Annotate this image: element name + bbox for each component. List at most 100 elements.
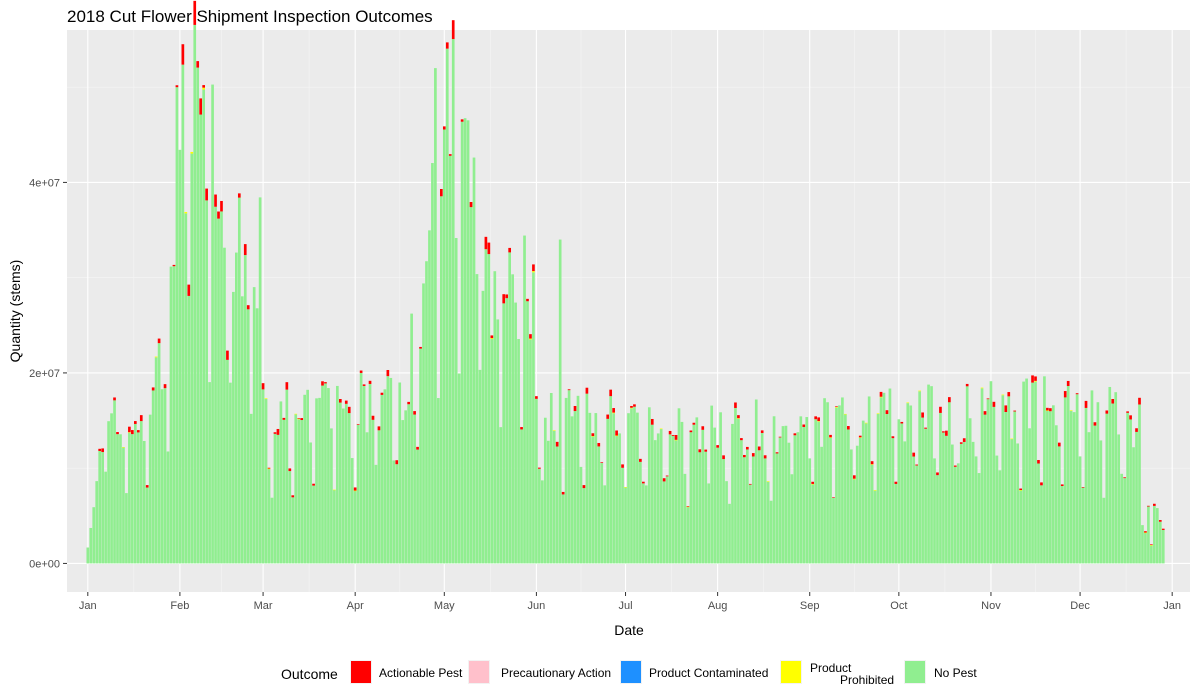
bar-segment-no-pest bbox=[858, 437, 862, 564]
x-tick-label: Sep bbox=[800, 600, 820, 612]
bar-segment-no-pest bbox=[671, 435, 675, 564]
bar-segment-no-pest bbox=[707, 483, 711, 564]
bar-segment-no-pest bbox=[873, 490, 877, 564]
legend-label-1: Precautionary Action bbox=[501, 666, 611, 680]
bar-segment-actionable-pest bbox=[962, 438, 966, 442]
bar-segment-actionable-pest bbox=[665, 475, 669, 477]
bar-segment-actionable-pest bbox=[924, 427, 927, 429]
bar-segment-no-pest bbox=[659, 429, 663, 564]
bar-segment-actionable-pest bbox=[814, 416, 818, 420]
x-tick-label: Jan bbox=[79, 600, 97, 612]
bar-segment-actionable-pest bbox=[172, 264, 176, 267]
bar-segment-product-prohibited bbox=[267, 468, 271, 470]
bar-segment-product-prohibited bbox=[552, 430, 556, 431]
bar-segment-actionable-pest bbox=[829, 434, 832, 438]
bar-segment-no-pest bbox=[95, 481, 99, 564]
bar-segment-no-pest bbox=[541, 480, 544, 564]
bar-segment-actionable-pest bbox=[175, 85, 179, 88]
bar-segment-product-prohibited bbox=[333, 489, 336, 491]
bar-segment-actionable-pest bbox=[1081, 487, 1085, 488]
bar-segment-no-pest bbox=[745, 449, 749, 564]
bar-segment-no-pest bbox=[1084, 407, 1088, 564]
bar-segment-no-pest bbox=[653, 440, 657, 564]
bar-segment-no-pest bbox=[769, 500, 773, 564]
bar-segment-no-pest bbox=[425, 261, 428, 564]
bar-segment-no-pest bbox=[879, 397, 883, 564]
bar-segment-no-pest bbox=[163, 388, 167, 564]
bar-segment-no-pest bbox=[820, 446, 823, 564]
bar-segment-no-pest bbox=[240, 296, 244, 564]
bar-segment-actionable-pest bbox=[1111, 398, 1115, 404]
bar-segment-no-pest bbox=[202, 89, 205, 564]
bar-segment-actionable-pest bbox=[662, 478, 666, 482]
bar-segment-no-pest bbox=[122, 447, 125, 564]
bar-segment-product-prohibited bbox=[686, 506, 690, 508]
legend-label-line: Product bbox=[810, 661, 852, 675]
bar-segment-actionable-pest bbox=[181, 44, 185, 65]
x-tick-label: Mar bbox=[254, 600, 273, 612]
bar-segment-actionable-pest bbox=[615, 430, 618, 436]
bar-segment-product-prohibited bbox=[1019, 490, 1022, 491]
bar-segment-actionable-pest bbox=[196, 61, 200, 68]
bar-segment-product-prohibited bbox=[1010, 438, 1014, 440]
bar-segment-no-pest bbox=[101, 452, 104, 564]
bar-segment-product-prohibited bbox=[817, 421, 820, 422]
bar-segment-no-pest bbox=[983, 414, 987, 564]
bar-segment-actionable-pest bbox=[1093, 422, 1097, 426]
bar-segment-actionable-pest bbox=[261, 383, 265, 390]
bar-segment-actionable-pest bbox=[671, 435, 675, 436]
bar-segment-no-pest bbox=[1117, 434, 1121, 564]
bar-segment-no-pest bbox=[472, 157, 476, 564]
bar-segment-no-pest bbox=[333, 489, 336, 564]
bar-segment-no-pest bbox=[615, 436, 618, 564]
bar-segment-no-pest bbox=[1090, 390, 1094, 564]
bar-segment-no-pest bbox=[1111, 403, 1115, 564]
y-tick-label: 0e+00 bbox=[29, 558, 60, 570]
bar-segment-no-pest bbox=[1022, 381, 1025, 564]
bar-segment-no-pest bbox=[719, 412, 722, 564]
bar-segment-actionable-pest bbox=[214, 194, 217, 207]
bar-segment-no-pest bbox=[552, 430, 556, 564]
bar-segment-product-prohibited bbox=[184, 211, 188, 214]
bar-segment-actionable-pest bbox=[526, 298, 529, 302]
bar-segment-actionable-pest bbox=[1135, 428, 1138, 432]
bar-segment-no-pest bbox=[160, 389, 164, 564]
bar-segment-no-pest bbox=[680, 421, 684, 564]
bar-segment-no-pest bbox=[799, 416, 803, 564]
bar-segment-no-pest bbox=[535, 398, 538, 564]
bar-segment-no-pest bbox=[92, 507, 96, 564]
bar-segment-no-pest bbox=[900, 423, 904, 564]
bar-segment-actionable-pest bbox=[612, 408, 615, 413]
bar-segment-no-pest bbox=[930, 386, 933, 564]
legend-label-line: Prohibited bbox=[840, 673, 894, 687]
bar-segment-no-pest bbox=[276, 434, 280, 564]
bar-segment-no-pest bbox=[300, 420, 304, 564]
bar-segment-actionable-pest bbox=[338, 399, 342, 403]
bar-segment-no-pest bbox=[377, 430, 381, 564]
bar-segment-no-pest bbox=[808, 458, 812, 564]
bar-segment-no-pest bbox=[867, 396, 871, 564]
bar-segment-actionable-pest bbox=[704, 449, 708, 452]
bar-segment-no-pest bbox=[683, 473, 687, 564]
bar-segment-no-pest bbox=[529, 339, 532, 564]
bar-segment-no-pest bbox=[1138, 404, 1141, 564]
bar-segment-no-pest bbox=[107, 421, 110, 564]
bar-segment-no-pest bbox=[1043, 376, 1046, 564]
bar-segment-product-prohibited bbox=[1069, 410, 1073, 411]
bar-segment-actionable-pest bbox=[621, 464, 624, 468]
bar-segment-no-pest bbox=[1060, 485, 1064, 564]
bar-segment-actionable-pest bbox=[451, 20, 455, 40]
bar-segment-no-pest bbox=[805, 417, 809, 564]
bar-segment-actionable-pest bbox=[1129, 415, 1132, 420]
bar-segment-no-pest bbox=[243, 255, 247, 564]
bar-segment-actionable-pest bbox=[520, 427, 523, 430]
bar-segment-no-pest bbox=[751, 456, 755, 564]
bar-segment-no-pest bbox=[374, 464, 378, 564]
bar-segment-actionable-pest bbox=[879, 391, 883, 397]
bar-segment-actionable-pest bbox=[529, 334, 532, 339]
bar-segment-no-pest bbox=[297, 419, 301, 564]
bar-segment-product-prohibited bbox=[858, 437, 862, 438]
bar-segment-no-pest bbox=[891, 438, 895, 564]
bar-segment-no-pest bbox=[89, 527, 93, 564]
bar-segment-no-pest bbox=[594, 413, 598, 564]
